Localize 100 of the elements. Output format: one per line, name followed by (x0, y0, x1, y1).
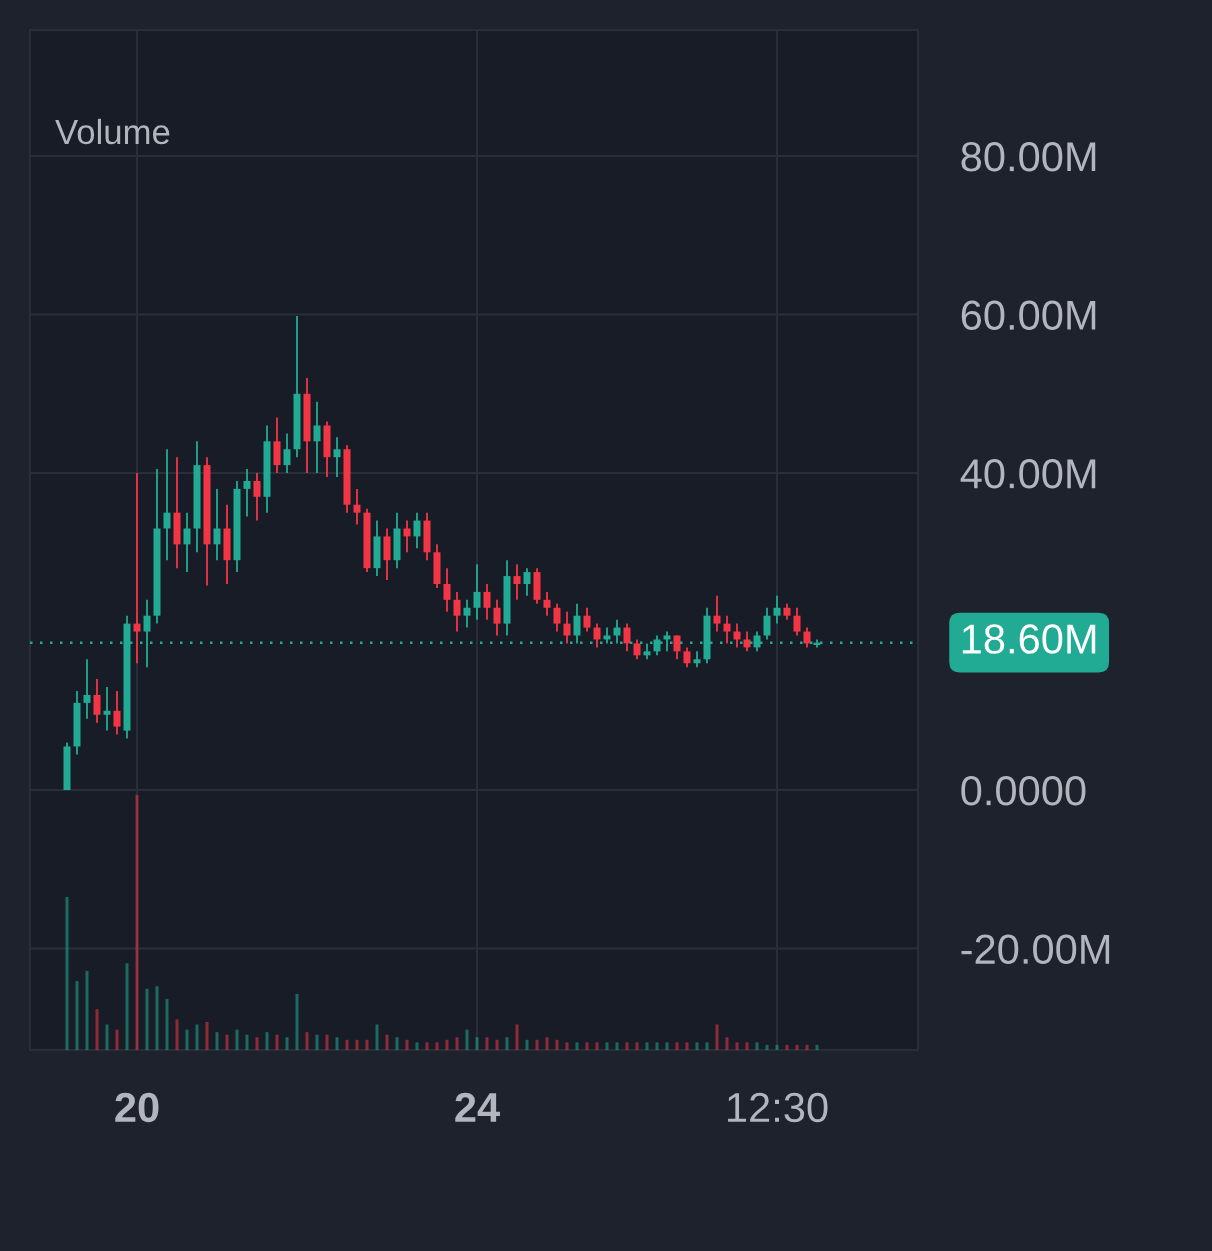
candlestick (563, 610, 571, 645)
ref-line-label: 18.60M (962, 624, 1096, 654)
candlestick (553, 602, 561, 633)
bar (85, 970, 89, 1050)
candlestick (683, 646, 691, 669)
candlestick (723, 614, 731, 645)
bar (715, 1024, 719, 1050)
bar (685, 1042, 689, 1050)
candlestick (183, 511, 191, 574)
bar (475, 1037, 479, 1050)
candlestick (163, 448, 171, 562)
bar (105, 1024, 109, 1050)
candlestick (113, 690, 121, 736)
bar (335, 1037, 339, 1050)
bar (765, 1044, 769, 1050)
candlestick (93, 678, 101, 724)
bar (665, 1042, 669, 1050)
bar (415, 1042, 419, 1050)
candlestick (133, 472, 141, 665)
bar (555, 1039, 559, 1050)
annotation: Volume (55, 118, 170, 145)
x-tick-label: 20 (115, 1092, 159, 1123)
y-tick-label: -20.00M (961, 934, 1110, 965)
bar (625, 1042, 629, 1050)
bar (675, 1042, 679, 1050)
bar (235, 1029, 239, 1050)
bar (785, 1044, 789, 1050)
y-tick-label: 60.00M (961, 300, 1096, 331)
candlestick (283, 432, 291, 474)
bar (405, 1039, 409, 1050)
candlestick (513, 563, 521, 601)
bar (285, 1037, 289, 1050)
x-tick-label: 24 (455, 1092, 500, 1122)
candlestick (143, 598, 151, 669)
candlestick (763, 606, 771, 641)
bar (135, 795, 139, 1050)
bar (485, 1037, 489, 1050)
bar (515, 1024, 519, 1050)
bar (155, 986, 159, 1050)
bar (225, 1034, 229, 1050)
bar (445, 1039, 449, 1050)
bar (585, 1042, 589, 1050)
bar (315, 1034, 319, 1050)
y-tick-label: 80.00M (961, 142, 1096, 172)
bar (525, 1039, 529, 1050)
bar (725, 1037, 729, 1050)
candlestick (273, 416, 281, 474)
bar (695, 1042, 699, 1050)
bar (595, 1042, 599, 1050)
bar (455, 1037, 459, 1050)
bar (275, 1034, 279, 1050)
candlestick (253, 472, 261, 522)
bar (605, 1042, 609, 1050)
bar (175, 1019, 179, 1050)
bar (295, 993, 299, 1050)
candlestick (333, 436, 341, 478)
y-tick-label: 40.00M (960, 459, 1096, 489)
candlestick (483, 583, 491, 621)
bar (815, 1044, 819, 1050)
bar (265, 1032, 269, 1050)
candlestick (633, 638, 641, 661)
bar (615, 1042, 619, 1050)
candlestick (583, 606, 591, 633)
bar (535, 1039, 539, 1050)
bar (635, 1042, 639, 1050)
bar (435, 1042, 439, 1050)
bar (125, 963, 129, 1050)
bar (655, 1042, 659, 1050)
y-tick-label: 0.0000 (961, 776, 1086, 806)
bar (375, 1024, 379, 1050)
bar (465, 1029, 469, 1050)
bar (75, 981, 79, 1050)
bar (645, 1042, 649, 1050)
bar (735, 1042, 739, 1050)
bar (65, 897, 69, 1050)
candlestick (613, 618, 621, 645)
bar (425, 1042, 429, 1050)
bar (705, 1042, 709, 1050)
candlestick (83, 658, 91, 720)
bar (495, 1039, 499, 1050)
bar (365, 1039, 369, 1050)
candlestick (383, 527, 391, 581)
x-tick-label: 12:30 (728, 1092, 828, 1123)
candlestick (463, 598, 471, 629)
bar (325, 1034, 329, 1050)
candlestick (773, 594, 781, 625)
bar (185, 1029, 189, 1050)
bar (565, 1042, 569, 1050)
bar (165, 999, 169, 1050)
bar (195, 1024, 199, 1050)
bar (575, 1042, 579, 1050)
bar (545, 1037, 549, 1050)
candlestick (103, 686, 111, 732)
candlestick (413, 511, 421, 550)
bar (345, 1039, 349, 1050)
bar (395, 1037, 399, 1050)
bar (215, 1032, 219, 1050)
bar (385, 1034, 389, 1050)
bar (505, 1037, 509, 1050)
candlestick (453, 591, 461, 633)
